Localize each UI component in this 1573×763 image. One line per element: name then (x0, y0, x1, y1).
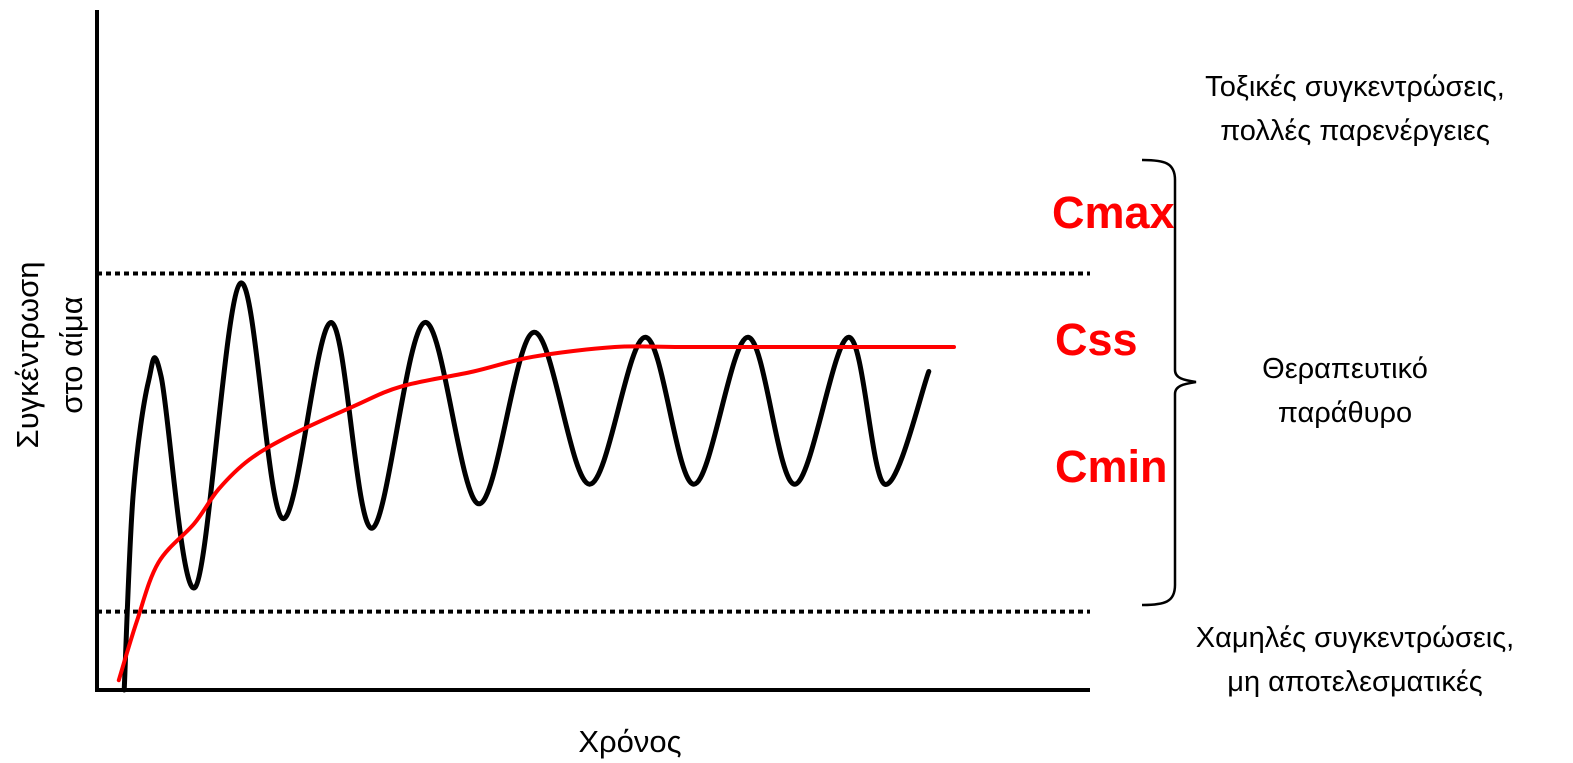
plot-area (95, 10, 1090, 693)
y-axis-title-line-2: στο αίμα (54, 296, 89, 413)
therapeutic-window-label-line-1: Θεραπευτικό (1262, 353, 1428, 385)
therapeutic-window-brace (1141, 158, 1197, 607)
x-axis-title: Χρόνος (578, 724, 681, 759)
ineffective-zone-label-line-1: Χαμηλές συγκεντρώσεις, (1196, 622, 1515, 654)
y-axis-title-line-1: Συγκέντρωση (10, 262, 45, 449)
toxic-zone-label-line-2: πολλές παρενέργειες (1220, 115, 1490, 147)
ineffective-zone-label-line-2: μη αποτελεσματικές (1227, 666, 1482, 698)
cmax-label: Cmax (1052, 187, 1175, 238)
css-label: Css (1055, 314, 1138, 365)
toxic-zone-label-line-1: Τοξικές συγκεντρώσεις, (1205, 71, 1505, 103)
cmin-label: Cmin (1055, 441, 1168, 492)
steady-state-trend-curve (116, 344, 956, 683)
therapeutic-window-label-line-2: παράθυρο (1278, 397, 1412, 429)
concentration-curve (121, 280, 932, 693)
